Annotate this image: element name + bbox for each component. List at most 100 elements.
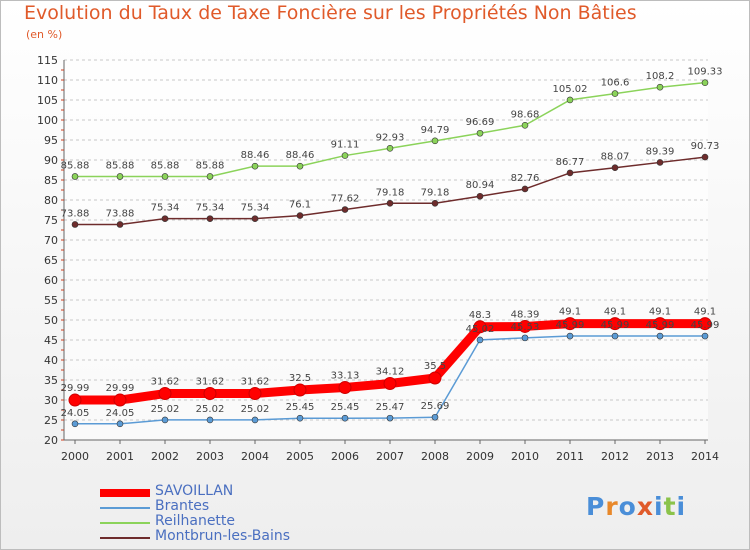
data-label: 80.94 <box>466 180 495 191</box>
data-label: 48.39 <box>511 309 540 320</box>
data-point <box>206 215 214 222</box>
data-label: 45.99 <box>556 320 585 331</box>
data-point <box>518 319 532 333</box>
data-label: 25.02 <box>241 404 270 415</box>
x-tick-label: 2004 <box>241 450 269 463</box>
data-label: 90.73 <box>691 141 720 152</box>
data-label: 77.62 <box>331 194 360 205</box>
y-tick-label: 115 <box>37 54 58 67</box>
y-tick-label: 40 <box>44 354 58 367</box>
data-point <box>701 332 709 340</box>
data-label: 25.45 <box>286 402 315 413</box>
x-tick-label: 2009 <box>466 450 494 463</box>
data-label: 31.62 <box>241 377 270 388</box>
data-point <box>473 320 487 334</box>
data-point <box>71 173 79 180</box>
plot-area <box>64 60 708 440</box>
data-label: 35.5 <box>424 361 446 372</box>
legend-label: Reilhanette <box>155 513 236 529</box>
logo-letter: x <box>636 492 654 521</box>
y-tick-label: 85 <box>44 174 58 187</box>
data-point <box>113 393 127 407</box>
data-label: 85.88 <box>196 160 225 171</box>
logo-letter: P <box>586 492 606 521</box>
x-tick-label: 2007 <box>376 450 404 463</box>
data-point <box>656 332 664 340</box>
y-tick-label: 105 <box>37 94 58 107</box>
data-label: 45.99 <box>646 320 675 331</box>
data-label: 94.79 <box>421 125 450 136</box>
data-point <box>116 221 124 228</box>
data-label: 29.99 <box>106 383 135 394</box>
data-label: 106.6 <box>601 78 630 89</box>
data-label: 86.77 <box>556 157 585 168</box>
data-point <box>701 153 709 161</box>
y-tick-label: 25 <box>44 414 58 427</box>
x-tick-label: 2008 <box>421 450 449 463</box>
legend-swatch <box>100 489 150 497</box>
x-tick-label: 2003 <box>196 450 224 463</box>
data-point <box>431 137 439 145</box>
data-point <box>521 185 529 193</box>
data-label: 73.88 <box>61 208 90 219</box>
x-tick-label: 2002 <box>151 450 179 463</box>
data-label: 79.18 <box>421 187 450 198</box>
data-label: 88.46 <box>286 150 315 161</box>
legend-label: Montbrun-les-Bains <box>155 528 291 544</box>
data-point <box>428 371 442 385</box>
data-label: 75.34 <box>241 203 270 214</box>
data-label: 25.02 <box>151 404 180 415</box>
chart-title: Evolution du Taux de Taxe Foncière sur l… <box>24 2 637 24</box>
y-tick-label: 90 <box>44 154 58 167</box>
data-point <box>161 416 169 424</box>
data-point <box>656 159 664 166</box>
logo-letter: o <box>618 492 637 521</box>
data-label: 91.11 <box>331 140 360 151</box>
data-point <box>698 317 712 331</box>
data-point <box>341 206 349 213</box>
data-label: 76.1 <box>289 200 311 211</box>
data-point <box>296 162 304 170</box>
x-tick-label: 2010 <box>511 450 539 463</box>
data-point <box>206 416 214 424</box>
data-point <box>656 83 664 91</box>
data-point <box>611 332 619 340</box>
data-point <box>701 79 709 86</box>
data-label: 88.46 <box>241 150 270 161</box>
data-point <box>161 173 169 180</box>
y-tick-label: 110 <box>37 74 58 87</box>
x-tick-label: 2013 <box>646 450 674 463</box>
data-label: 109.33 <box>688 67 723 78</box>
data-point <box>386 414 394 422</box>
data-point <box>566 169 574 177</box>
data-point <box>293 383 307 397</box>
data-label: 33.13 <box>331 370 360 381</box>
data-label: 31.62 <box>196 377 225 388</box>
data-label: 29.99 <box>61 383 90 394</box>
data-point <box>608 317 622 331</box>
logo-letter: i <box>676 492 687 521</box>
y-tick-label: 20 <box>44 434 58 447</box>
data-point <box>71 420 79 428</box>
data-point <box>653 317 667 331</box>
data-label: 25.45 <box>331 402 360 413</box>
y-tick-label: 95 <box>44 134 58 147</box>
data-label: 45.99 <box>691 320 720 331</box>
data-label: 24.05 <box>61 408 90 419</box>
data-point <box>341 414 349 422</box>
x-tick-label: 2001 <box>106 450 134 463</box>
data-label: 92.93 <box>376 132 405 143</box>
data-label: 73.88 <box>106 208 135 219</box>
data-point <box>251 416 259 424</box>
data-point <box>116 173 124 180</box>
data-point <box>251 162 259 170</box>
data-label: 45.02 <box>466 324 495 335</box>
data-label: 48.3 <box>469 310 491 321</box>
data-point <box>431 199 439 207</box>
data-point <box>521 121 529 129</box>
data-point <box>161 215 169 222</box>
data-point <box>248 387 262 401</box>
data-label: 89.39 <box>646 146 675 157</box>
data-label: 24.05 <box>106 408 135 419</box>
x-tick-label: 2012 <box>601 450 629 463</box>
